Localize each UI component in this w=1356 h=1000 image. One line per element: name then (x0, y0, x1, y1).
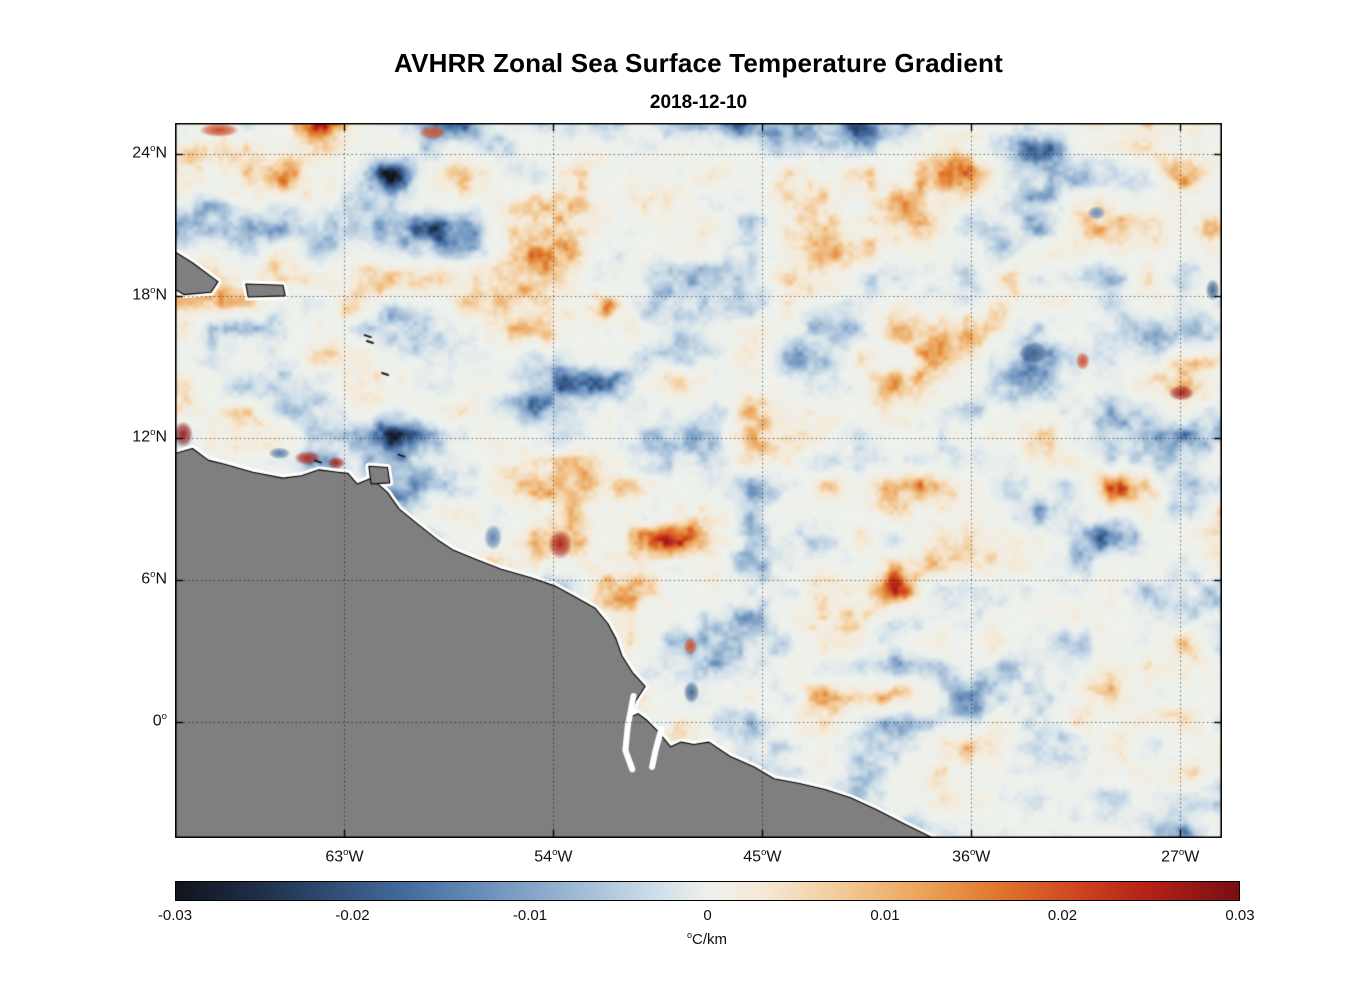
unit-text: C/km (692, 931, 727, 948)
y-tick-label: 18oN (132, 284, 167, 304)
x-tick-label: 63oW (325, 847, 364, 866)
x-tick-label: 54oW (534, 847, 573, 866)
chart-title: AVHRR Zonal Sea Surface Temperature Grad… (394, 48, 1003, 78)
colorbar-tick-label: 0 (703, 907, 712, 924)
y-tick-label: 0o (152, 710, 167, 730)
colorbar-tick-label: -0.02 (335, 907, 370, 924)
colorbar-tick-label: -0.03 (157, 907, 193, 924)
colorbar-unit-label: oC/km (607, 930, 807, 948)
x-tick-label: 45oW (743, 847, 782, 866)
colorbar (175, 881, 1240, 901)
colorbar-tick-label: 0.02 (1047, 907, 1078, 924)
y-tick-label: 24oN (132, 142, 167, 162)
y-tick-label: 6oN (141, 568, 167, 588)
colorbar-tick-label: 0.01 (870, 907, 900, 924)
x-tick-label: 36oW (952, 847, 991, 866)
x-tick-label: 27oW (1161, 847, 1200, 866)
chart-date-subtitle: 2018-12-10 (649, 92, 748, 113)
map-heatmap-canvas (175, 123, 1222, 838)
y-tick-label: 12oN (132, 426, 167, 446)
colorbar-tick-label: -0.01 (512, 907, 548, 924)
degree-symbol: o (686, 930, 692, 940)
colorbar-tick-label: 0.03 (1225, 907, 1255, 924)
